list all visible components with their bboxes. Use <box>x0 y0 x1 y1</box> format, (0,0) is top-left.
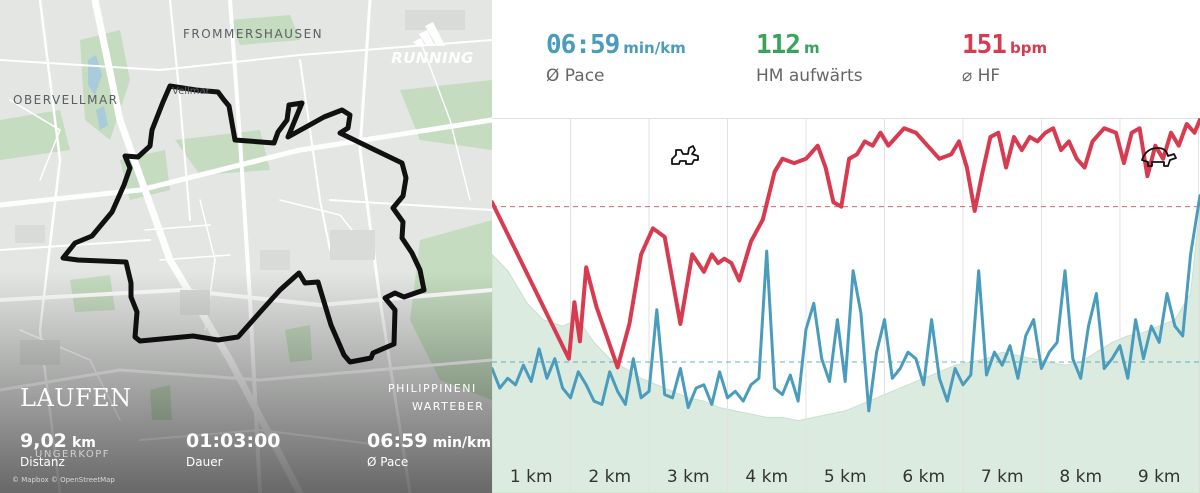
summary-elevation-unit: m <box>803 39 820 57</box>
place-label-philippinen: PHILIPPINENI <box>388 382 477 395</box>
chart-panel: 06:59 min/km Ø Pace 112 m HM aufwärts 151 b… <box>492 0 1200 493</box>
route-map <box>0 0 492 493</box>
x-axis-ticks: 1 km 2 km 3 km 4 km 5 km 6 km 7 km 8 km 9 km <box>510 467 1181 487</box>
place-label-obervellmar: OBERVELLMAR <box>13 93 119 107</box>
summary-heart-rate-value: 151 <box>962 30 1007 60</box>
rabbit-icon <box>671 145 699 165</box>
place-label-vellmar: Vellmar <box>172 86 210 97</box>
stat-pace-label: Ø Pace <box>367 455 409 469</box>
pace-line <box>492 194 1200 413</box>
x-tick-label: 6 km <box>902 467 945 487</box>
brand-text: RUNNING <box>391 49 474 67</box>
elevation-layer <box>492 205 1200 493</box>
stat-pace-unit: min/km <box>432 435 491 451</box>
summary-elevation-value: 112 <box>756 30 801 60</box>
stat-distance: 9,02 km Distanz <box>20 430 96 469</box>
stat-distance-label: Distanz <box>20 455 65 469</box>
stat-distance-value: 9,02 <box>20 430 67 452</box>
stat-duration-label: Dauer <box>186 455 223 469</box>
heart-rate-line <box>492 118 1200 370</box>
stat-pace: 06:59 min/km Ø Pace <box>367 430 491 469</box>
map-attribution: © Mapbox © OpenStreetMap <box>12 476 115 484</box>
summary-pace: 06:59 min/km Ø Pace <box>546 30 686 86</box>
pace-layer <box>492 194 1200 413</box>
adidas-logo-icon <box>412 22 445 46</box>
x-tick-label: 9 km <box>1138 467 1181 487</box>
stat-duration: 01:03:00 Dauer <box>186 430 281 469</box>
x-tick-label: 7 km <box>981 467 1024 487</box>
summary-pace-label: Ø Pace <box>546 66 605 86</box>
chart-divider <box>492 118 1200 119</box>
summary-heart-rate-label: ⌀ HF <box>962 66 1001 86</box>
km-gridlines <box>569 118 1199 493</box>
heart-rate-layer <box>492 118 1200 370</box>
x-tick-label: 5 km <box>824 467 867 487</box>
activity-title: LAUFEN <box>20 384 132 412</box>
brand-block: RUNNING <box>391 22 474 67</box>
stat-pace-value: 06:59 <box>367 430 428 452</box>
summary-elevation: 112 m HM aufwärts <box>756 30 863 86</box>
activity-chart: 1 km 2 km 3 km 4 km 5 km 6 km 7 km 8 km 9 km <box>492 118 1200 493</box>
stat-distance-unit: km <box>71 435 96 451</box>
summary-elevation-label: HM aufwärts <box>756 66 863 86</box>
stat-duration-value: 01:03:00 <box>186 430 281 452</box>
x-tick-label: 8 km <box>1059 467 1102 487</box>
route-map-panel: FROMMERSHAUSEN OBERVELLMAR Vellmar PHILI… <box>0 0 492 493</box>
map-shade-overlay <box>0 0 492 493</box>
x-tick-label: 3 km <box>667 467 710 487</box>
place-label-warteberg: WARTEBER <box>412 400 485 413</box>
summary-heart-rate: 151 bpm ⌀ HF <box>962 30 1047 86</box>
x-tick-label: 4 km <box>745 467 788 487</box>
summary-pace-value: 06:59 <box>546 30 620 60</box>
elevation-area <box>492 205 1200 493</box>
place-label-ungerkopf: UNGERKOPF <box>35 449 110 460</box>
x-tick-label: 1 km <box>510 467 553 487</box>
average-lines <box>492 206 1200 363</box>
x-tick-label: 2 km <box>588 467 631 487</box>
turtle-icon <box>1141 147 1177 167</box>
place-label-frommershausen: FROMMERSHAUSEN <box>183 27 324 41</box>
summary-pace-unit: min/km <box>623 39 686 57</box>
summary-heart-rate-unit: bpm <box>1009 39 1048 57</box>
